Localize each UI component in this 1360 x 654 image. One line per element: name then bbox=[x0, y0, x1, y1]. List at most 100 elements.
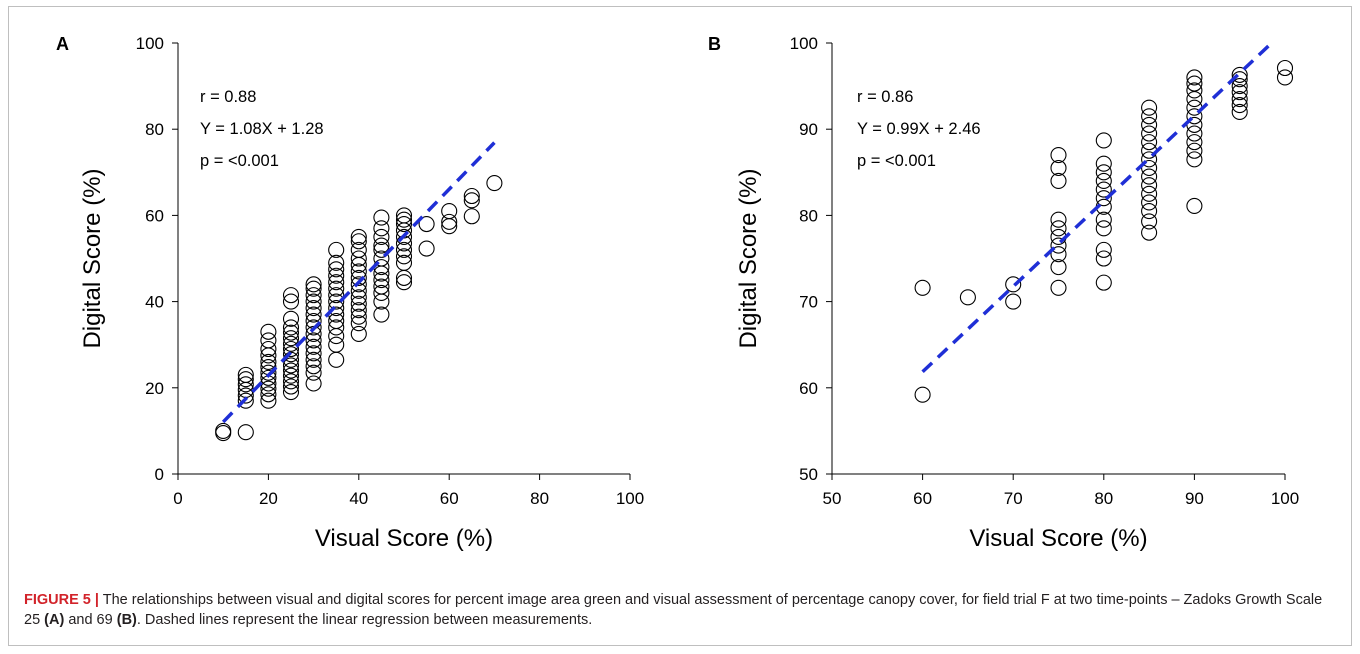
data-point bbox=[1095, 164, 1112, 181]
data-point bbox=[1050, 246, 1067, 263]
data-point bbox=[350, 315, 367, 332]
data-point bbox=[1050, 259, 1067, 276]
data-point bbox=[914, 279, 931, 296]
data-point bbox=[260, 347, 277, 364]
data-point bbox=[1095, 211, 1112, 228]
x-tick-label: 40 bbox=[349, 489, 368, 508]
caption-ref-a: (A) bbox=[44, 612, 65, 628]
data-point bbox=[395, 207, 413, 224]
data-point bbox=[237, 366, 254, 383]
data-point bbox=[1095, 155, 1112, 172]
data-point bbox=[1050, 237, 1067, 254]
data-point bbox=[282, 287, 300, 304]
data-point bbox=[350, 263, 367, 280]
data-point bbox=[1186, 125, 1203, 142]
data-point bbox=[395, 215, 413, 233]
data-point bbox=[350, 325, 367, 342]
y-tick-label: 90 bbox=[799, 120, 818, 139]
data-point bbox=[328, 293, 345, 310]
data-point bbox=[1231, 84, 1248, 101]
stat-annotation: r = 0.86 bbox=[857, 88, 913, 106]
data-point bbox=[486, 175, 503, 192]
x-tick-label: 100 bbox=[616, 489, 644, 508]
data-point bbox=[237, 387, 254, 404]
data-point bbox=[305, 375, 322, 392]
regression-line bbox=[221, 141, 496, 424]
data-point bbox=[1186, 134, 1203, 151]
data-point bbox=[260, 323, 277, 340]
data-point bbox=[1050, 279, 1067, 296]
data-point bbox=[1141, 99, 1158, 116]
data-point bbox=[914, 386, 931, 403]
data-point bbox=[350, 302, 367, 319]
data-point bbox=[1005, 276, 1022, 293]
data-point bbox=[373, 250, 390, 267]
data-point bbox=[395, 211, 413, 228]
data-point bbox=[418, 240, 435, 257]
data-point bbox=[282, 293, 300, 310]
data-point bbox=[373, 306, 390, 323]
data-point bbox=[350, 276, 367, 293]
y-tick-label: 80 bbox=[145, 120, 164, 139]
data-point bbox=[260, 386, 277, 403]
data-point bbox=[1141, 168, 1158, 185]
data-point bbox=[328, 351, 345, 368]
data-point bbox=[1095, 172, 1112, 189]
data-point bbox=[395, 274, 413, 291]
y-tick-label: 0 bbox=[155, 465, 164, 484]
x-axis-label: Visual Score (%) bbox=[969, 525, 1147, 552]
data-point bbox=[1231, 78, 1248, 95]
y-tick-label: 100 bbox=[136, 34, 164, 53]
data-point bbox=[418, 215, 435, 233]
data-point bbox=[1231, 103, 1248, 121]
data-point bbox=[260, 392, 277, 409]
stat-annotation: Y = 1.08X + 1.28 bbox=[200, 120, 324, 138]
data-point bbox=[328, 336, 345, 353]
data-point bbox=[328, 328, 345, 345]
data-point bbox=[1095, 181, 1112, 198]
stat-annotation: p = <0.001 bbox=[857, 152, 936, 170]
data-point bbox=[1141, 116, 1158, 133]
x-tick-label: 50 bbox=[823, 489, 842, 508]
x-tick-label: 80 bbox=[1094, 489, 1113, 508]
data-point bbox=[1231, 90, 1248, 108]
panel-a: 0 20 40 60 80 100 0 20 40 60 80 100 Visual Score (%)… bbox=[56, 34, 644, 552]
data-point bbox=[305, 293, 322, 310]
data-point bbox=[328, 280, 345, 297]
data-point bbox=[282, 373, 300, 390]
data-point bbox=[305, 332, 322, 349]
data-point bbox=[282, 362, 300, 379]
data-point bbox=[305, 345, 322, 362]
data-point bbox=[328, 312, 345, 330]
stat-annotation: p = <0.001 bbox=[200, 152, 279, 170]
data-point bbox=[1276, 59, 1294, 77]
data-point bbox=[282, 319, 300, 336]
data-point bbox=[328, 287, 345, 304]
data-point bbox=[282, 378, 300, 395]
data-point bbox=[1276, 69, 1294, 86]
data-point bbox=[305, 276, 322, 293]
data-point bbox=[1095, 274, 1112, 291]
regression-line bbox=[921, 41, 1273, 374]
data-point bbox=[395, 241, 413, 258]
data-point bbox=[1186, 151, 1203, 168]
data-point bbox=[463, 208, 480, 225]
data-point bbox=[260, 340, 277, 358]
data-point bbox=[373, 284, 390, 302]
data-point bbox=[305, 351, 322, 368]
data-point bbox=[328, 261, 345, 278]
figure-caption: FIGURE 5 | The relationships between vis… bbox=[24, 590, 1334, 630]
data-point bbox=[373, 209, 390, 226]
data-point bbox=[1050, 172, 1067, 189]
data-point bbox=[1186, 142, 1203, 159]
data-point bbox=[328, 300, 345, 317]
data-point bbox=[1186, 90, 1203, 108]
data-point bbox=[1141, 125, 1158, 142]
y-tick-label: 20 bbox=[145, 379, 164, 398]
x-tick-label: 90 bbox=[1185, 489, 1204, 508]
panel-label: A bbox=[56, 34, 69, 54]
data-point bbox=[328, 267, 345, 284]
data-point bbox=[305, 287, 322, 304]
x-tick-label: 0 bbox=[173, 489, 182, 508]
data-point bbox=[1186, 69, 1203, 86]
